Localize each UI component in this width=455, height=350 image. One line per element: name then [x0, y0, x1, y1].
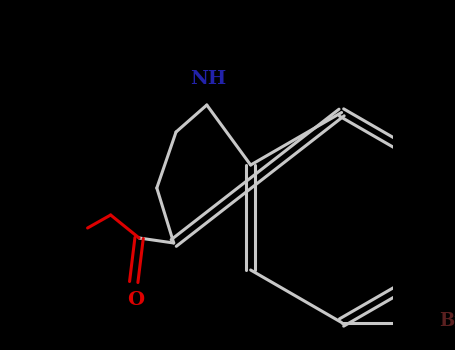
Text: Br: Br	[440, 312, 455, 330]
Text: NH: NH	[191, 70, 227, 88]
Text: O: O	[127, 291, 144, 309]
